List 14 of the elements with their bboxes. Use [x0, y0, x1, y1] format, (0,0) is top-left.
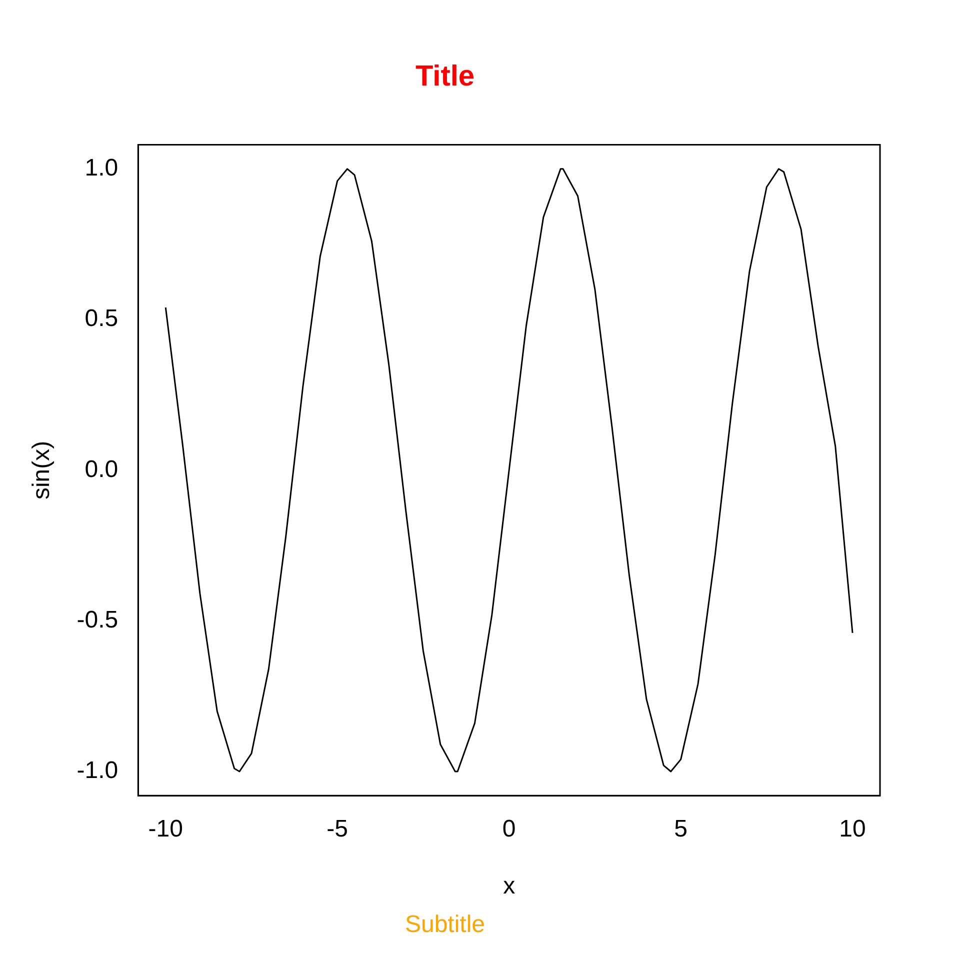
x-tick-label: -5: [326, 816, 348, 843]
x-tick-label: 10: [839, 816, 866, 843]
y-axis-title: sin(x): [28, 440, 56, 500]
y-tick-label: -0.5: [76, 606, 118, 634]
x-tick-label: -10: [148, 816, 183, 843]
y-tick-label: -1.0: [76, 757, 118, 784]
x-tick-label: 0: [502, 816, 516, 843]
x-tick-label: 5: [674, 816, 688, 843]
text: Subtitle: [404, 911, 486, 938]
y-tick-label: 0.5: [84, 305, 118, 332]
y-tick-label: 0.0: [84, 456, 118, 483]
chart-title: Title: [415, 60, 475, 92]
x-axis-title: x: [503, 872, 516, 900]
y-tick-label: 1.0: [84, 154, 118, 182]
